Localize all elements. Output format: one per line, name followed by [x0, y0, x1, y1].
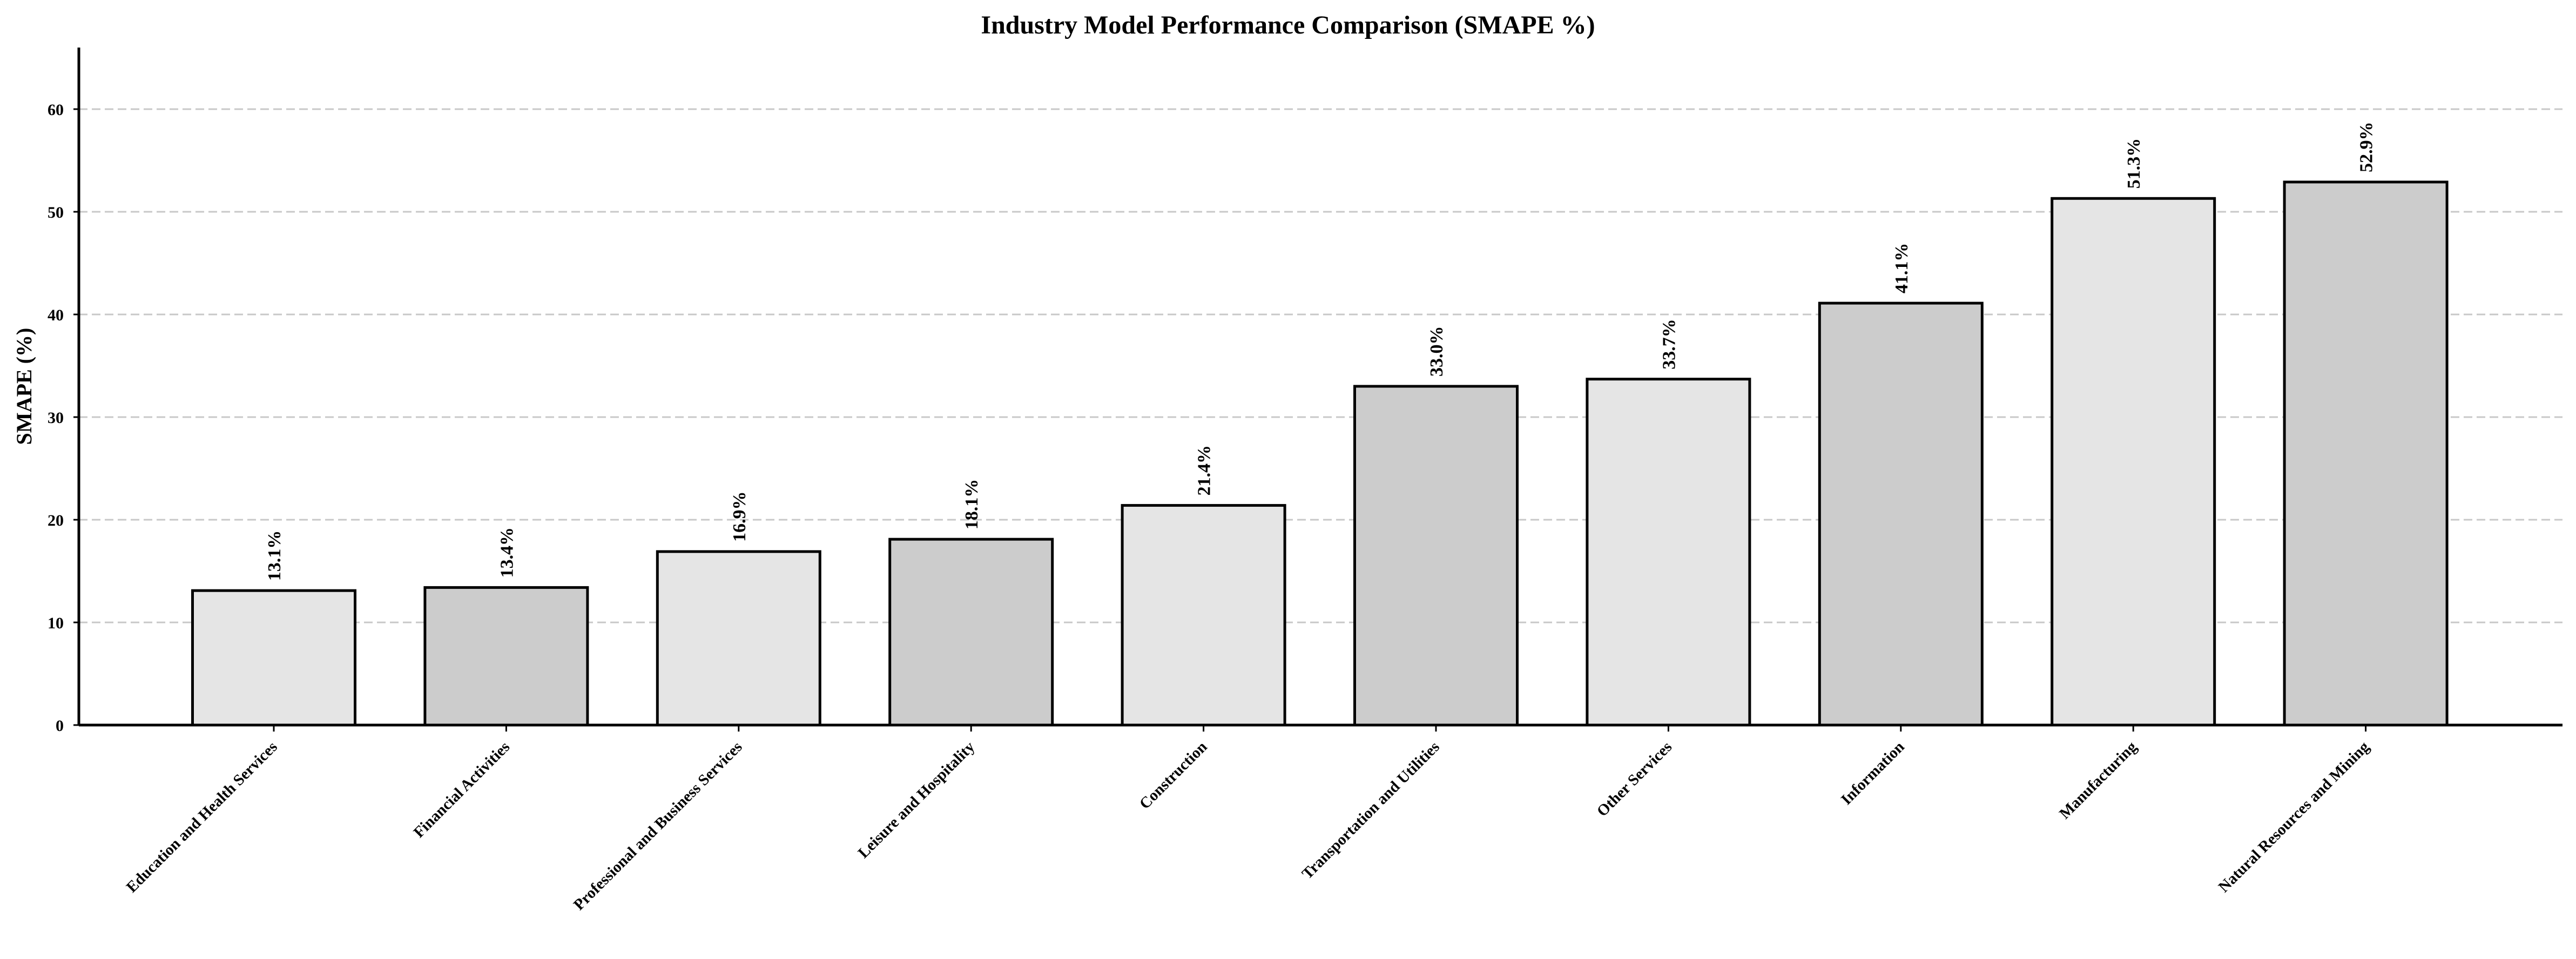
x-tick-label: Natural Resources and Mining [2215, 738, 2373, 896]
y-tick-label: 50 [48, 204, 64, 222]
bar-value-label: 52.9% [2357, 122, 2377, 172]
bar [1353, 385, 1519, 727]
x-tick-label: Education and Health Services [123, 738, 281, 896]
x-tick-label: Construction [1136, 738, 1211, 813]
bar-value-label: 13.4% [497, 527, 517, 578]
bar-value-label: 33.0% [1427, 326, 1447, 377]
bar-value-label: 51.3% [2124, 138, 2144, 189]
bar [191, 589, 356, 727]
y-tick-label: 40 [48, 306, 64, 324]
x-tick-label: Manufacturing [2056, 738, 2140, 822]
bar [2051, 197, 2216, 727]
x-tick-label: Leisure and Hospitality [855, 738, 979, 862]
y-axis-label: SMAPE (%) [12, 328, 36, 445]
bar [2283, 180, 2449, 727]
chart-title: Industry Model Performance Comparison (S… [981, 11, 1595, 39]
x-tick-label: Professional and Business Services [570, 738, 746, 914]
bar [1818, 301, 1984, 727]
bar-value-label: 41.1% [1892, 243, 1912, 294]
y-tick-label: 10 [48, 614, 64, 632]
x-tick-label: Information [1838, 738, 1908, 808]
x-tick-label: Financial Activities [410, 738, 514, 841]
bar-value-label: 33.7% [1659, 319, 1679, 370]
bar [1586, 378, 1751, 727]
y-tick-label: 60 [48, 101, 64, 119]
y-tick-label: 30 [48, 409, 64, 427]
bars-layer [191, 180, 2449, 727]
bar [656, 550, 821, 727]
axes-layer [73, 48, 2562, 732]
bar-value-label: 13.1% [265, 531, 285, 581]
bar [1121, 504, 1286, 727]
bar-value-label: 16.9% [730, 491, 750, 542]
y-tick-label: 0 [56, 717, 64, 735]
x-tick-label: Transportation and Utilities [1299, 738, 1443, 882]
bar-value-label: 21.4% [1195, 445, 1215, 496]
y-tick-label: 20 [48, 512, 64, 529]
bar [423, 586, 589, 727]
bar-value-label: 18.1% [962, 479, 982, 530]
bar [888, 538, 1054, 727]
x-tick-label: Other Services [1594, 738, 1676, 820]
